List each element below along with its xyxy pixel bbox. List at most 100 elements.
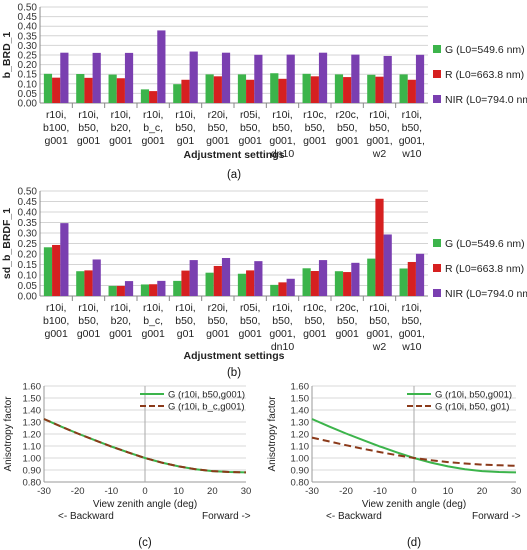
bar-nir [383,234,392,296]
y-tick-label: 0.25 [18,239,38,250]
series-line-1 [311,436,517,467]
x-tick-label: -20 [339,486,353,497]
x-axis-label: View zenith angle (deg) [362,499,466,510]
category-label: b50, [175,315,195,327]
panel-label: (a) [227,169,241,181]
y-tick-label: 0.05 [18,281,38,292]
y-tick-label: 0.35 [18,218,38,229]
bar-nir [189,260,198,296]
category-label: b50, [402,122,422,134]
y-tick-label: 1.20 [23,430,42,441]
category-label: b50, [272,315,292,327]
y-tick-label: 0.10 [18,79,38,90]
backward-label: <- Backward [326,511,382,522]
x-tick-label: 30 [241,486,252,497]
bar-nir [157,30,166,104]
series-line-1 [43,418,247,474]
x-tick-label: 10 [173,486,184,497]
y-axis-label: b_BRD_1 [1,32,13,79]
y-tick-label: 0.20 [18,60,38,71]
bar-nir [383,55,392,103]
legend-label: G (L0=549.6 nm) [445,44,525,56]
y-tick-label: 0.45 [18,12,38,23]
legend-swatch [433,239,441,247]
category-label: b50, [402,315,422,327]
bar-g [140,89,150,103]
bar-nir [254,54,263,103]
category-label: g001 [77,135,101,147]
category-label: dn10 [271,341,295,353]
y-tick-label: 1.00 [291,454,310,465]
x-tick-label: 30 [511,486,522,497]
bar-chart-b-brd-1: 0.000.050.100.150.200.250.300.350.400.45… [1,3,527,182]
y-tick-label: 1.60 [23,382,42,393]
category-label: r20i, [208,302,228,314]
category-label: b20, [111,315,131,327]
legend-swatch [433,95,441,103]
x-tick-label: -30 [305,486,319,497]
bar-g [399,74,408,103]
legend-swatch [433,264,441,272]
y-tick-label: 0.25 [18,51,38,62]
bar-g [367,74,376,103]
y-tick-label: 0.10 [18,271,38,282]
x-axis-label: View zenith angle (deg) [93,499,197,510]
y-axis-label: Anisotropy factor [3,396,14,472]
bar-nir [60,52,69,103]
category-label: b20, [111,122,131,134]
category-label: r10i, [369,302,389,314]
bar-r [407,261,416,296]
bar-g [237,273,247,296]
category-label: b50, [240,122,260,134]
bar-nir [124,281,134,296]
bar-r [213,265,222,296]
category-label: g001 [335,135,359,147]
category-label: w2 [372,148,387,160]
y-tick-label: 0.35 [18,31,38,42]
bar-g [173,280,182,296]
bar-nir [157,280,166,296]
y-tick-label: 0.90 [291,466,310,477]
bar-r [181,79,190,103]
y-axis-label: sd_b_BRDF_1 [1,208,13,279]
bar-nir [92,52,101,103]
legend-swatch [433,289,441,297]
legend-label: NIR (L0=794.0 nm) [445,94,527,106]
bar-r [278,282,287,296]
bar-nir [318,260,328,296]
category-label: b50, [208,315,228,327]
bar-nir [351,54,360,103]
category-label: r10i, [111,109,131,121]
bar-nir [124,52,134,103]
x-tick-label: -10 [104,486,118,497]
y-tick-label: 0.00 [18,99,38,110]
bar-g [399,268,408,296]
category-label: r10i, [78,109,98,121]
x-tick-label: -20 [71,486,85,497]
bar-g [302,73,311,103]
x-tick-label: -30 [37,486,51,497]
category-label: g001 [303,328,327,340]
category-label: b_c, [143,122,163,134]
category-label: b50, [208,122,228,134]
bar-r [181,270,190,296]
category-label: b50, [369,122,389,134]
category-label: r10i, [143,302,163,314]
y-tick-label: 1.10 [291,442,310,453]
category-label: w10 [401,148,421,160]
bar-g [43,73,53,103]
bar-g [302,268,311,296]
category-label: b50, [240,315,260,327]
y-tick-label: 0.20 [18,250,38,261]
y-tick-label: 1.20 [291,430,310,441]
legend-swatch [433,45,441,53]
category-label: b50, [175,122,195,134]
bar-r [116,78,125,103]
category-label: r10c, [303,109,326,121]
category-label: r10i, [369,109,389,121]
bar-r [52,77,61,103]
bar-r [375,76,384,103]
category-label: r10i, [143,109,163,121]
y-tick-label: 0.15 [18,70,38,81]
bar-r [84,77,93,103]
